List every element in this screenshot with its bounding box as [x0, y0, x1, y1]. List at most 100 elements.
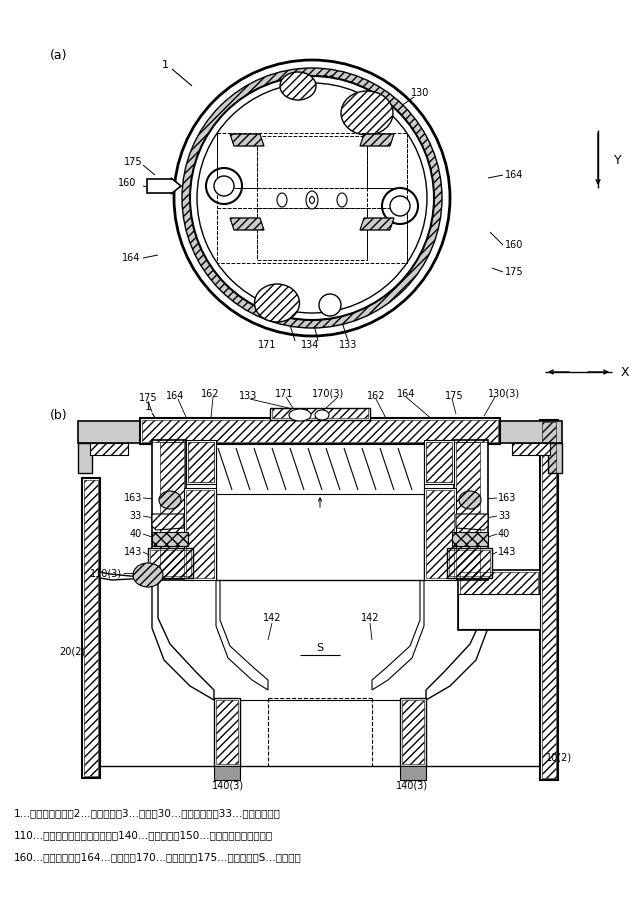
- Text: 40: 40: [130, 529, 142, 539]
- Text: 1: 1: [145, 402, 152, 412]
- FancyArrow shape: [147, 178, 181, 194]
- Bar: [152, 440, 186, 580]
- Bar: [148, 548, 193, 578]
- Text: 20(2): 20(2): [59, 647, 85, 657]
- Bar: [512, 443, 550, 455]
- Text: 163: 163: [124, 493, 142, 503]
- Bar: [540, 420, 558, 780]
- Bar: [458, 594, 540, 629]
- Bar: [424, 440, 454, 484]
- Text: S: S: [316, 643, 324, 653]
- Text: 164: 164: [122, 253, 140, 263]
- Bar: [270, 408, 370, 420]
- Bar: [216, 444, 424, 494]
- Text: 143: 143: [124, 547, 142, 557]
- Text: (b): (b): [50, 409, 68, 421]
- Text: 110(3): 110(3): [90, 568, 122, 578]
- Text: 30(2): 30(2): [502, 571, 528, 581]
- Bar: [257, 136, 367, 188]
- Text: 170(3): 170(3): [312, 389, 344, 399]
- Ellipse shape: [382, 188, 418, 224]
- Text: Y: Y: [614, 154, 622, 167]
- Bar: [426, 490, 454, 578]
- Ellipse shape: [341, 91, 393, 135]
- Ellipse shape: [174, 60, 450, 336]
- Text: 110…栓体側パッキン部材　　　140…係止部材　150…圧縮コイルスプリング: 110…栓体側パッキン部材 140…係止部材 150…圧縮コイルスプリング: [14, 830, 273, 840]
- Bar: [257, 208, 367, 260]
- Bar: [78, 421, 203, 443]
- Text: X: X: [621, 365, 629, 378]
- Bar: [452, 532, 488, 546]
- Text: 171: 171: [258, 340, 276, 350]
- Text: 175: 175: [124, 157, 143, 167]
- Bar: [217, 133, 407, 188]
- Text: 164: 164: [397, 389, 415, 399]
- Bar: [186, 440, 216, 484]
- Bar: [150, 550, 191, 576]
- Text: 140(3): 140(3): [212, 781, 244, 791]
- Ellipse shape: [390, 196, 410, 216]
- Text: 134: 134: [286, 75, 304, 85]
- Text: 133: 133: [239, 391, 257, 401]
- Bar: [142, 420, 498, 442]
- Text: 164: 164: [505, 170, 524, 180]
- Text: 170: 170: [317, 75, 335, 85]
- Bar: [447, 548, 492, 578]
- Bar: [400, 766, 426, 780]
- Polygon shape: [100, 570, 214, 700]
- Bar: [458, 570, 540, 630]
- Text: 134: 134: [301, 340, 319, 350]
- Ellipse shape: [133, 563, 163, 587]
- Text: 40: 40: [498, 529, 510, 539]
- Text: 130: 130: [411, 88, 429, 98]
- Bar: [214, 766, 240, 780]
- Text: 162: 162: [367, 391, 385, 401]
- Text: 171: 171: [275, 389, 293, 399]
- Bar: [216, 492, 424, 580]
- Bar: [437, 421, 562, 443]
- Polygon shape: [230, 134, 264, 146]
- Text: 162: 162: [201, 389, 220, 399]
- Ellipse shape: [206, 168, 242, 204]
- Bar: [78, 443, 92, 473]
- Polygon shape: [360, 134, 394, 146]
- Text: 140(3): 140(3): [396, 781, 428, 791]
- Text: 160: 160: [118, 178, 136, 188]
- Bar: [90, 443, 128, 455]
- Bar: [542, 422, 556, 778]
- Ellipse shape: [214, 176, 234, 196]
- Bar: [160, 442, 184, 578]
- Ellipse shape: [280, 72, 316, 100]
- Bar: [184, 488, 216, 580]
- Ellipse shape: [159, 491, 181, 509]
- Bar: [426, 442, 452, 482]
- Text: 1: 1: [161, 60, 168, 70]
- Text: 160: 160: [505, 240, 524, 250]
- Bar: [400, 698, 426, 766]
- Text: 150(3): 150(3): [304, 500, 336, 510]
- Bar: [424, 488, 456, 580]
- Bar: [214, 698, 240, 766]
- Text: 1…携帯飲料容器　2…容器本体　3…栓体　30…飲み口部材　33…逆テーパー部: 1…携帯飲料容器 2…容器本体 3…栓体 30…飲み口部材 33…逆テーパー部: [14, 808, 281, 818]
- Text: 130(3): 130(3): [488, 389, 520, 399]
- Text: 160(3): 160(3): [96, 425, 128, 435]
- Ellipse shape: [337, 193, 347, 207]
- Text: 143: 143: [498, 547, 516, 557]
- Bar: [82, 478, 100, 778]
- Bar: [84, 480, 98, 776]
- Text: 120(3): 120(3): [502, 595, 534, 605]
- Text: 160…解除ボタン　164…突起部　170…規制部材　175…規制溝部　S…貯留空間: 160…解除ボタン 164…突起部 170…規制部材 175…規制溝部 S…貯留…: [14, 852, 301, 862]
- Text: 175: 175: [445, 391, 463, 401]
- Text: 142: 142: [361, 613, 380, 623]
- Text: 10(2): 10(2): [546, 753, 572, 763]
- Bar: [456, 442, 480, 578]
- Ellipse shape: [306, 191, 318, 209]
- Bar: [449, 550, 490, 576]
- Bar: [216, 700, 238, 764]
- Ellipse shape: [255, 284, 300, 322]
- Polygon shape: [230, 218, 264, 230]
- Text: 175: 175: [139, 393, 157, 403]
- Bar: [140, 418, 500, 444]
- Bar: [188, 442, 214, 482]
- Polygon shape: [426, 570, 540, 700]
